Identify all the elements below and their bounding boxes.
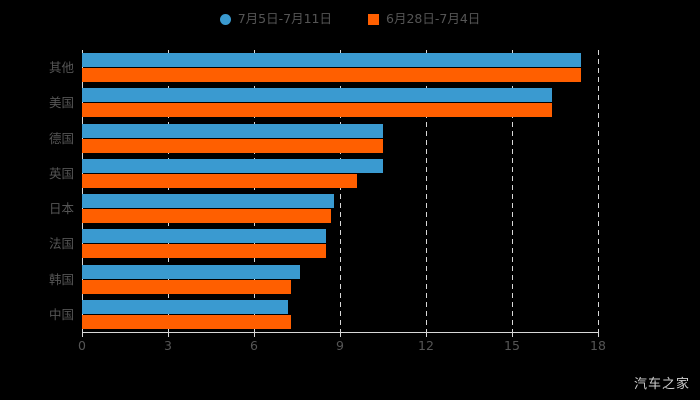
legend-square-icon xyxy=(368,13,379,25)
bar[interactable] xyxy=(82,88,553,103)
x-tick-label: 3 xyxy=(164,338,172,353)
bar-group xyxy=(82,158,598,194)
x-tick-mark xyxy=(426,333,427,337)
bar[interactable] xyxy=(82,158,383,173)
x-tick-mark xyxy=(82,333,83,337)
x-tick-mark xyxy=(598,333,599,337)
bar-group xyxy=(82,53,598,88)
x-tick-label: 18 xyxy=(590,338,606,353)
y-axis-label: 德国 xyxy=(48,130,74,146)
legend-circle-icon xyxy=(219,13,231,25)
bar[interactable] xyxy=(82,68,581,82)
bar-group xyxy=(82,88,598,123)
bar-rows xyxy=(82,50,598,332)
y-axis-labels: 其他美国德国英国日本法国韩国中国 xyxy=(0,50,74,332)
bar[interactable] xyxy=(82,279,292,294)
x-tick-label: 9 xyxy=(336,338,344,353)
y-axis-label: 韩国 xyxy=(48,271,74,287)
x-tick-mark xyxy=(512,333,513,337)
bar[interactable] xyxy=(82,264,300,279)
gridline xyxy=(512,50,513,332)
bar[interactable] xyxy=(82,173,358,188)
gridline xyxy=(426,50,427,332)
gridline xyxy=(82,50,83,332)
watermark: 汽车之家 xyxy=(633,377,690,392)
y-axis-label: 其他 xyxy=(48,60,74,75)
bar[interactable] xyxy=(82,314,292,329)
gridline xyxy=(340,50,341,332)
gridline xyxy=(168,50,169,332)
bar[interactable] xyxy=(82,123,383,138)
x-tick-label: 15 xyxy=(504,338,520,353)
x-axis-ticks: 0 3 6 9 12 15 18 xyxy=(78,333,606,357)
bar-group xyxy=(82,194,598,229)
bar[interactable] xyxy=(82,194,335,208)
y-axis-label: 美国 xyxy=(48,95,74,111)
bar-group xyxy=(82,264,598,300)
y-axis-label: 法国 xyxy=(48,236,74,252)
y-axis-label: 英国 xyxy=(48,165,74,181)
bar[interactable] xyxy=(82,299,289,314)
x-tick-label: 0 xyxy=(78,338,86,353)
gridline xyxy=(598,50,599,332)
legend-entry[interactable]: 6月28日-7月4日 xyxy=(368,10,481,26)
bar[interactable] xyxy=(82,138,383,153)
gridline xyxy=(254,50,255,332)
bar-group xyxy=(82,123,598,159)
y-axis-label: 日本 xyxy=(48,201,74,216)
bar[interactable] xyxy=(82,53,581,67)
x-tick-label: 12 xyxy=(418,338,434,353)
legend-label: 6月28日-7月4日 xyxy=(386,10,481,26)
bar[interactable] xyxy=(82,244,326,259)
x-tick-label: 6 xyxy=(250,338,258,353)
bar[interactable] xyxy=(82,229,326,244)
bar-group xyxy=(82,299,598,335)
legend-entry[interactable]: 7月5日-7月11日 xyxy=(219,10,332,26)
y-axis-label: 中国 xyxy=(48,306,74,322)
bar-group xyxy=(82,229,598,264)
legend-label: 7月5日-7月11日 xyxy=(237,10,332,26)
x-tick-mark xyxy=(168,333,169,337)
bar[interactable] xyxy=(82,103,553,118)
x-tick-mark xyxy=(340,333,341,337)
x-tick-mark xyxy=(254,333,255,337)
plot-area xyxy=(82,50,599,332)
bar[interactable] xyxy=(82,209,332,223)
x-axis-line xyxy=(82,332,599,333)
chart-legend: 7月5日-7月11日 6月28日-7月4日 xyxy=(0,8,700,30)
